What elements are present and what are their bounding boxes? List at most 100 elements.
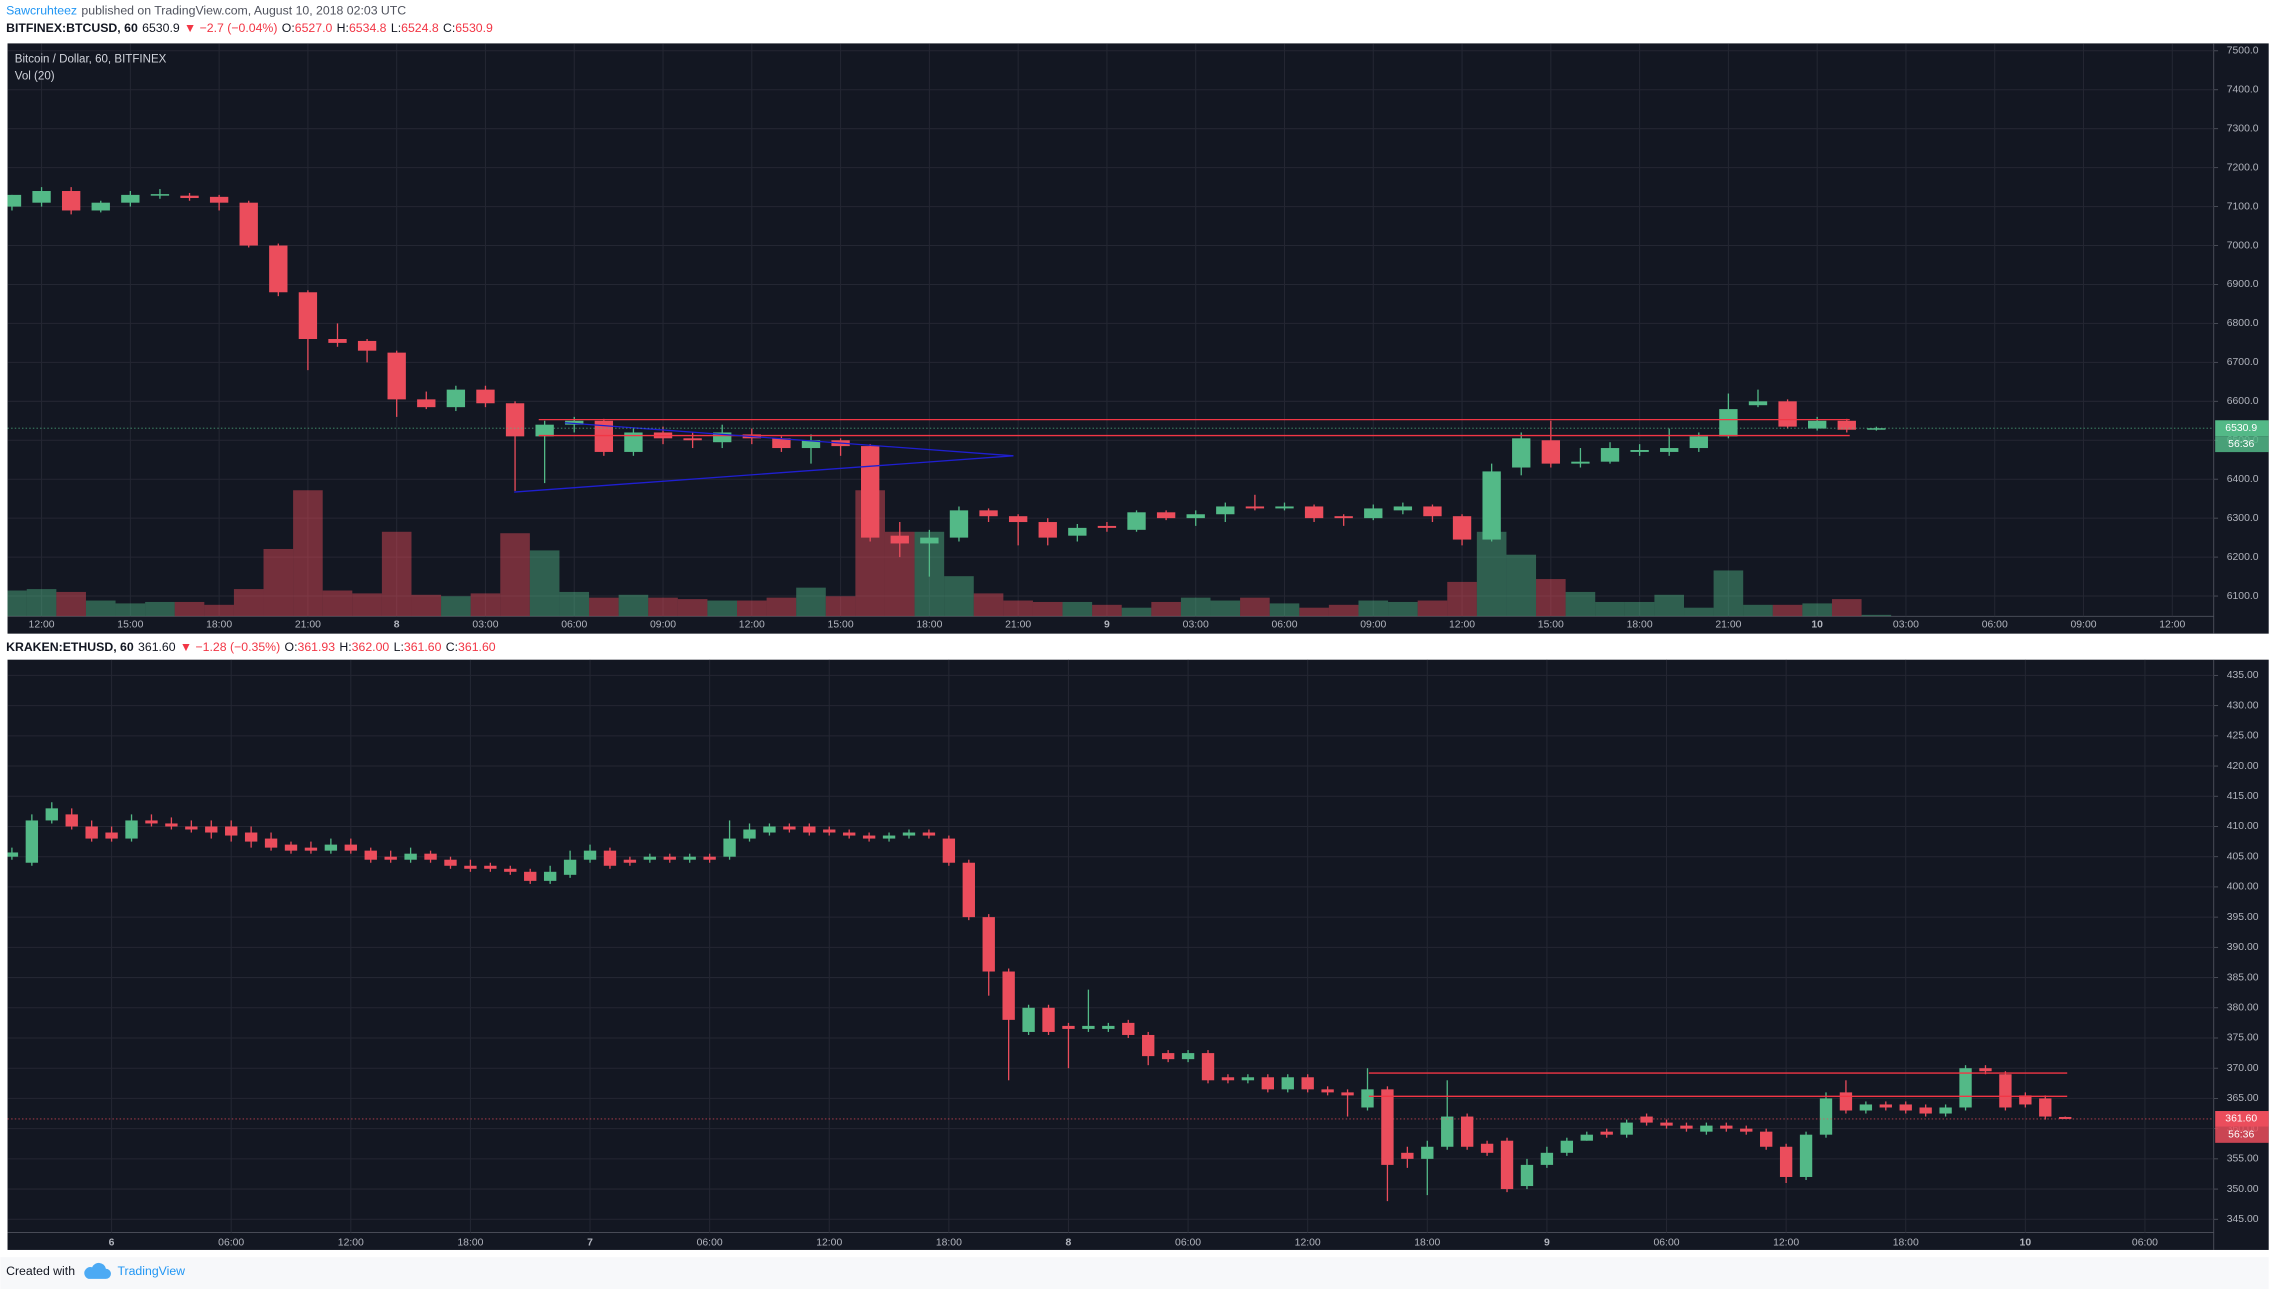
y-tick-label: 7000.0 — [2227, 240, 2259, 251]
candle-body — [1680, 1125, 1693, 1129]
x-tick-label: 18:00 — [206, 620, 232, 631]
candle-body — [1156, 512, 1176, 519]
candle-body — [643, 856, 657, 860]
candle-body — [1042, 1007, 1055, 1032]
chart-title: Bitcoin / Dollar, 60, BITFINEX — [15, 53, 167, 65]
y-tick-label: 380.00 — [2227, 1003, 2259, 1014]
volume-bar — [500, 533, 530, 617]
symbol: BITFINEX:BTCUSD, 60 — [6, 21, 138, 35]
x-tick-label: 12:00 — [2159, 620, 2185, 631]
candle-body — [1127, 512, 1146, 530]
quote-part: C: — [443, 21, 455, 35]
x-tick-label: 06:00 — [2132, 1237, 2158, 1248]
candle-body — [1540, 1152, 1554, 1165]
candle-body — [1500, 1140, 1514, 1190]
x-tick-label: 06:00 — [218, 1237, 244, 1248]
candle-body — [85, 826, 98, 839]
x-tick-label: 21:00 — [295, 620, 321, 631]
footer-bar — [0, 1257, 2269, 1289]
candle-body — [1186, 514, 1205, 519]
x-tick-label: 8 — [394, 620, 400, 631]
candle-body — [384, 856, 397, 860]
quote-part: 6527.0 — [295, 21, 333, 35]
x-tick-label: 12:00 — [338, 1237, 364, 1248]
candle-body — [1899, 1104, 1912, 1111]
y-tick-label: 7200.0 — [2227, 162, 2259, 173]
volume-bar — [766, 597, 797, 617]
x-tick-label: 18:00 — [936, 1237, 962, 1248]
candle-body — [683, 856, 696, 860]
footer-brand[interactable]: TradingView — [117, 1264, 185, 1278]
y-tick-label: 6700.0 — [2227, 357, 2259, 368]
candle-body — [1919, 1107, 1932, 1114]
x-tick-label: 21:00 — [1715, 620, 1741, 631]
candle-body — [239, 202, 258, 246]
quote-part: O: — [282, 21, 295, 35]
x-tick-label: 6 — [109, 1237, 115, 1248]
candle-body — [32, 191, 51, 203]
candle-body — [1760, 1131, 1773, 1147]
candle-body — [1381, 1089, 1394, 1165]
y-tick-label: 370.00 — [2227, 1063, 2259, 1074]
volume-bar — [1269, 603, 1300, 617]
candle-body — [2019, 1095, 2032, 1105]
author[interactable]: Sawcruhteez — [6, 4, 77, 18]
candle-body — [1779, 1146, 1793, 1177]
quote-part: 362.00 — [352, 640, 390, 654]
symbol-header: BITFINEX:BTCUSD, 60 6530.9 ▼ −2.7 (−0.04%)… — [6, 21, 493, 35]
candle-body — [1082, 1025, 1095, 1029]
candle-body — [1799, 1134, 1813, 1177]
candle-body — [25, 820, 39, 863]
volume-bar — [470, 593, 501, 617]
quote-part: O: — [285, 640, 298, 654]
volume-bar — [7, 590, 27, 617]
y-tick-label: 345.00 — [2227, 1214, 2259, 1225]
candle-body — [1341, 1092, 1354, 1096]
candle-body — [45, 808, 58, 821]
quote-part: 6530.9 — [142, 21, 180, 35]
candle-body — [1097, 525, 1117, 528]
candle-body — [1221, 1077, 1235, 1081]
candle-body — [1660, 1122, 1673, 1126]
countdown-box — [2215, 436, 2269, 453]
candle-body — [1301, 1077, 1314, 1090]
candle-body — [1808, 420, 1827, 429]
candle-body — [65, 814, 78, 827]
volume-bar — [26, 589, 57, 617]
volume-bar — [352, 593, 382, 617]
y-tick-label: 425.00 — [2227, 731, 2259, 742]
volume-bar — [145, 601, 175, 617]
candle-body — [484, 865, 497, 869]
volume-bar — [1743, 604, 1773, 617]
x-tick-label: 06:00 — [561, 620, 587, 631]
candle-body — [882, 835, 896, 839]
quote-part: C: — [446, 640, 458, 654]
x-tick-label: 06:00 — [1271, 620, 1297, 631]
candle-body — [1520, 1164, 1534, 1187]
candle-body — [417, 399, 436, 408]
candle-body — [583, 850, 597, 860]
candle-body — [1719, 409, 1738, 437]
quote-part: H: — [337, 21, 349, 35]
x-tick-label: 18:00 — [1414, 1237, 1440, 1248]
candle-body — [783, 826, 796, 830]
candle-body — [703, 856, 716, 860]
candle-body — [1660, 448, 1679, 452]
candle-body — [1321, 1089, 1334, 1093]
price-axis — [2213, 659, 2269, 1250]
tradingview-logo[interactable] — [84, 1262, 111, 1279]
candle-body — [772, 438, 791, 449]
candle-body — [2039, 1098, 2052, 1117]
candle-body — [1022, 1007, 1035, 1032]
candle-body — [1038, 522, 1057, 538]
candle-body — [446, 389, 466, 408]
candle-body — [535, 424, 554, 437]
y-tick-label: 435.00 — [2227, 670, 2259, 681]
volume-bar — [825, 596, 856, 617]
candle-body — [683, 438, 702, 441]
y-tick-label: 390.00 — [2227, 942, 2259, 953]
quote-part: 361.60 — [138, 640, 176, 654]
volume-bar — [796, 587, 826, 617]
volume-bar — [589, 597, 619, 617]
